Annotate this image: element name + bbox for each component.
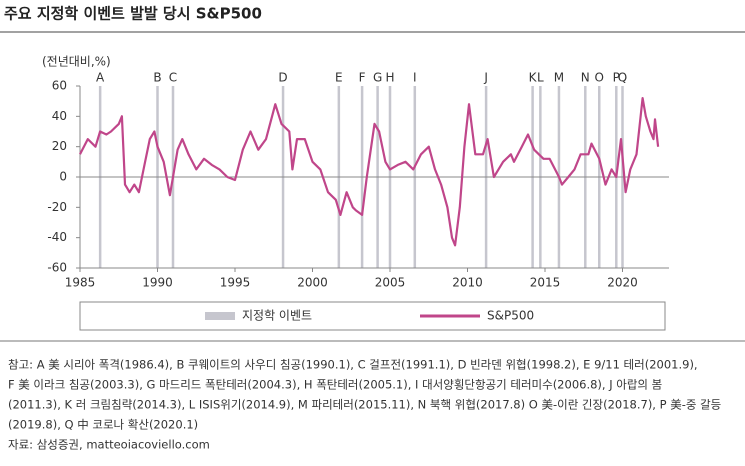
x-tick-label: 1990 (142, 276, 173, 290)
note-line: F 美 이라크 침공(2003.3), G 마드리드 폭탄테러(2004.3),… (8, 378, 662, 392)
event-label: B (153, 71, 161, 85)
event-label: E (335, 71, 343, 85)
event-label: L (537, 71, 544, 85)
event-label: I (413, 71, 417, 85)
notes-rule (0, 340, 745, 342)
event-label: D (278, 71, 287, 85)
legend-label: 지정학 이벤트 (242, 309, 312, 323)
y-tick-label: 40 (52, 109, 67, 123)
event-label: M (554, 71, 564, 85)
legend-label: S&P500 (487, 309, 534, 323)
y-tick-label: 0 (59, 170, 67, 184)
event-label: N (581, 71, 590, 85)
y-axis-label: (전년대비,%) (42, 55, 111, 69)
x-tick-label: 2005 (375, 276, 406, 290)
event-label: C (169, 71, 177, 85)
event-label: O (595, 71, 604, 85)
y-tick-label: 20 (52, 139, 67, 153)
event-label: H (385, 71, 394, 85)
y-tick-label: -60 (47, 261, 67, 275)
x-tick-label: 2010 (452, 276, 483, 290)
event-label: G (373, 71, 382, 85)
series-line (79, 97, 660, 247)
legend-swatch (205, 312, 235, 320)
event-label: K (529, 71, 538, 85)
y-tick-label: -20 (47, 200, 67, 214)
note-line: (2019.8), Q 中 코로나 확산(2020.1) (8, 418, 198, 432)
x-tick-label: 2020 (607, 276, 638, 290)
x-tick-label: 2000 (297, 276, 328, 290)
event-label: F (359, 71, 366, 85)
x-tick-label: 1985 (65, 276, 96, 290)
event-label: Q (618, 71, 627, 85)
source: 자료: 삼성증권, matteoiacoviello.com (8, 438, 210, 452)
y-tick-label: -40 (47, 230, 67, 244)
note-line: (2011.3), K 러 크림침략(2014.3), L ISIS위기(201… (8, 398, 721, 412)
event-label: J (483, 71, 488, 85)
y-tick-label: 60 (52, 79, 67, 93)
event-label: A (96, 71, 105, 85)
chart-title: 주요 지정학 이벤트 발발 당시 S&P500 (4, 5, 262, 23)
note-line: 참고: A 美 시리아 폭격(1986.4), B 쿠웨이트의 사우디 침공(1… (8, 358, 698, 372)
x-tick-label: 1995 (220, 276, 251, 290)
x-tick-label: 2015 (530, 276, 561, 290)
legend-box (79, 301, 666, 331)
event-label: P (613, 71, 620, 85)
